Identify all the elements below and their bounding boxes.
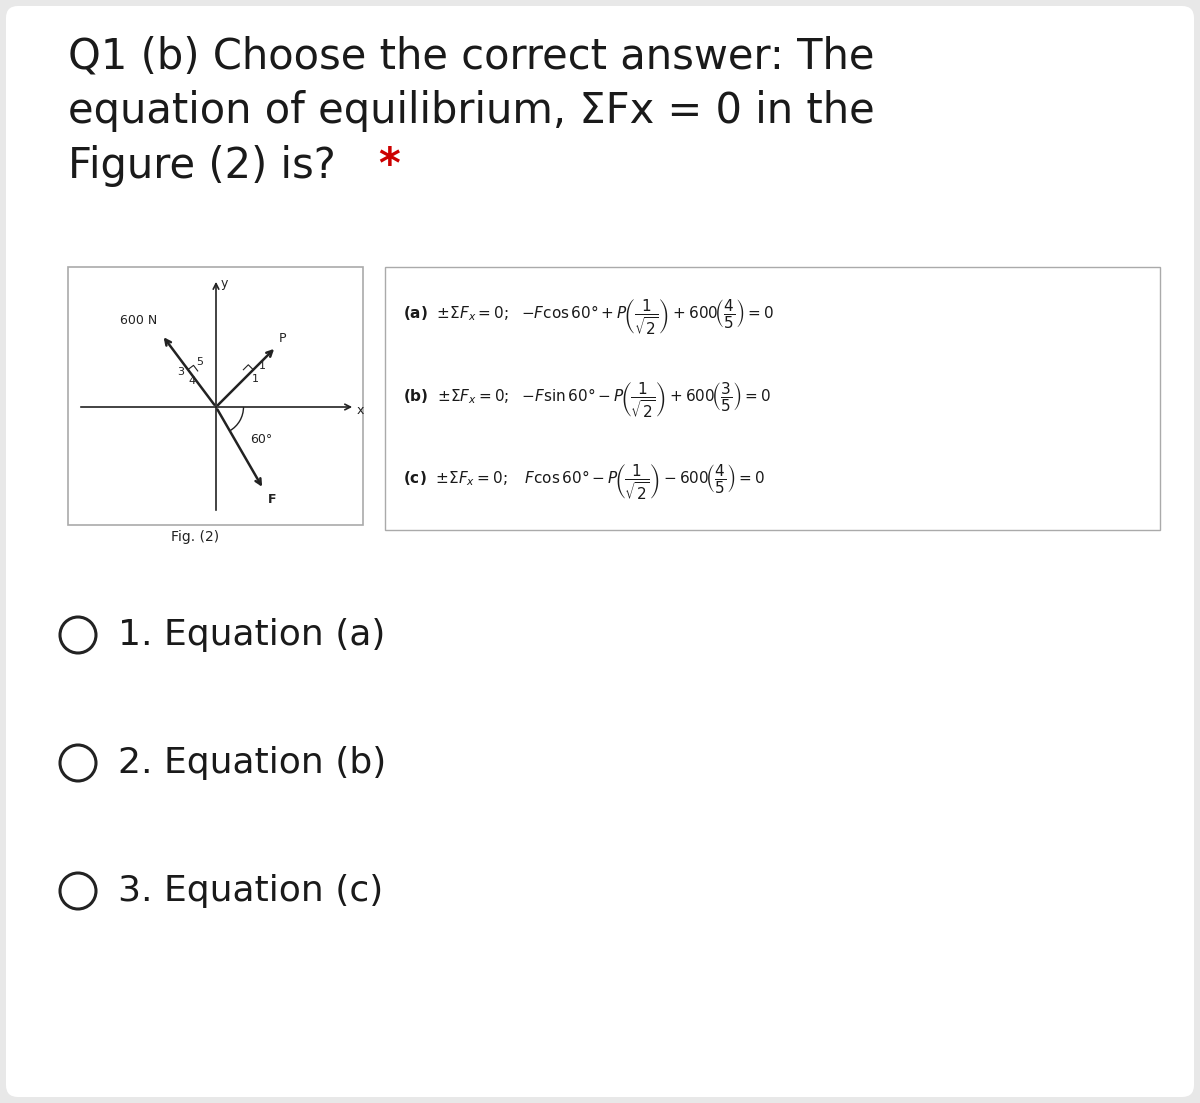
Text: 4: 4 — [188, 375, 196, 386]
Text: Figure (2) is?: Figure (2) is? — [68, 144, 336, 188]
Text: F: F — [268, 493, 276, 506]
Bar — [385, 267, 1160, 531]
Text: P: P — [280, 332, 287, 345]
Text: Fig. (2): Fig. (2) — [172, 531, 220, 544]
Text: 1. Equation (a): 1. Equation (a) — [118, 618, 385, 652]
FancyBboxPatch shape — [6, 6, 1194, 1097]
Text: 2. Equation (b): 2. Equation (b) — [118, 746, 386, 780]
Text: 3. Equation (c): 3. Equation (c) — [118, 874, 383, 908]
Text: *: * — [378, 144, 400, 188]
Text: 1: 1 — [252, 374, 259, 384]
Text: x: x — [358, 404, 365, 417]
Text: 3: 3 — [176, 366, 184, 376]
Text: 5: 5 — [196, 356, 203, 366]
Text: y: y — [221, 277, 228, 290]
Text: Q1 (b) Choose the correct answer: The: Q1 (b) Choose the correct answer: The — [68, 35, 875, 77]
Text: 60°: 60° — [250, 433, 272, 446]
Text: $\mathbf{(a)}$  $\pm\Sigma F_x = 0;$  $-F\cos 60° + P\!\left(\dfrac{1}{\sqrt{2}}: $\mathbf{(a)}$ $\pm\Sigma F_x = 0;$ $-F\… — [403, 298, 774, 336]
Text: 600 N: 600 N — [120, 314, 157, 326]
Text: 1: 1 — [259, 361, 266, 371]
Text: $\mathbf{(b)}$  $\pm\Sigma F_x = 0;$  $-F\sin 60° - P\!\left(\dfrac{1}{\sqrt{2}}: $\mathbf{(b)}$ $\pm\Sigma F_x = 0;$ $-F\… — [403, 381, 770, 419]
Text: $\mathbf{(c)}$  $\pm\Sigma F_x = 0;$   $F\cos 60° - P\!\left(\dfrac{1}{\sqrt{2}}: $\mathbf{(c)}$ $\pm\Sigma F_x = 0;$ $F\c… — [403, 462, 764, 502]
Bar — [68, 267, 364, 525]
Text: equation of equilibrium, ΣFx = 0 in the: equation of equilibrium, ΣFx = 0 in the — [68, 90, 875, 132]
